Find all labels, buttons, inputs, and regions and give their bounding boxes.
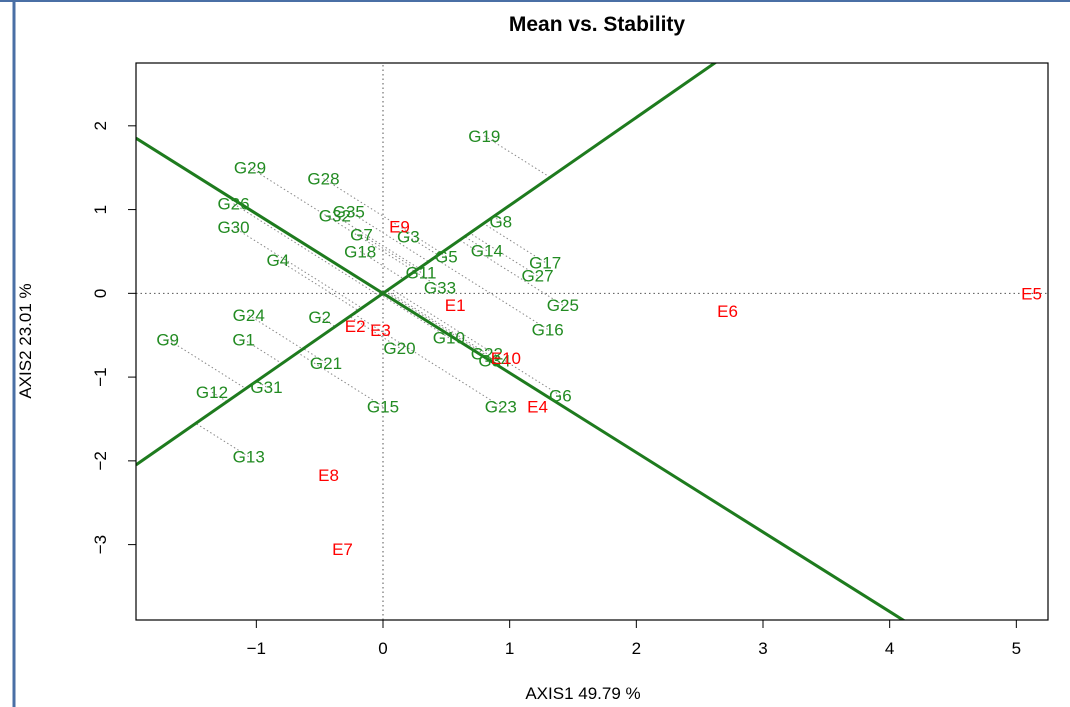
genotype-label-g23: G23 xyxy=(485,397,517,416)
projection-line-g19 xyxy=(484,135,551,178)
y-axis-label: AXIS2 23.01 % xyxy=(16,283,35,398)
genotype-label-g24: G24 xyxy=(233,306,265,325)
projection-line-g2 xyxy=(319,316,336,327)
genotype-label-g34: G34 xyxy=(478,351,510,370)
genotype-label-g29: G29 xyxy=(234,159,266,178)
x-tick-label: 0 xyxy=(378,639,387,658)
genotype-label-g7: G7 xyxy=(350,226,373,245)
aec-axes xyxy=(136,63,906,620)
projection-line-g21 xyxy=(303,348,327,364)
projection-line-g20 xyxy=(349,316,400,349)
projection-line-g26 xyxy=(233,203,380,297)
projection-line-g23 xyxy=(353,313,502,407)
genotype-label-g1: G1 xyxy=(232,330,255,349)
chart-title: Mean vs. Stability xyxy=(509,13,686,36)
genotype-label-g3: G3 xyxy=(397,227,420,246)
environment-label-e9: E9 xyxy=(389,217,410,236)
genotype-label-g21: G21 xyxy=(310,354,342,373)
genotype-label-g14: G14 xyxy=(471,242,503,261)
y-axis-ticks: −3 −2 −1 0 1 2 xyxy=(91,121,137,554)
genotype-label-g19: G19 xyxy=(468,127,500,146)
projection-line-g8 xyxy=(493,216,502,222)
environment-label-e4: E4 xyxy=(527,397,548,416)
y-tick-label: 1 xyxy=(91,205,110,214)
genotype-label-g35: G35 xyxy=(333,202,365,221)
genotype-label-g9: G9 xyxy=(156,330,179,349)
reference-lines xyxy=(136,63,1048,620)
genotype-label-g32: G32 xyxy=(319,206,351,225)
y-tick-label: 2 xyxy=(91,121,110,130)
y-tick-label: −3 xyxy=(91,535,110,554)
genotype-label-g16: G16 xyxy=(532,320,564,339)
genotype-label-g12: G12 xyxy=(196,383,228,402)
environment-label-e3: E3 xyxy=(370,321,391,340)
projection-line-g25 xyxy=(459,239,564,306)
projection-line-g29 xyxy=(249,167,415,272)
stability-axis-line xyxy=(136,136,906,620)
environment-label-e1: E1 xyxy=(445,296,466,315)
projection-line-g10 xyxy=(380,294,450,339)
projection-line-g34 xyxy=(385,291,495,361)
genotype-label-g31: G31 xyxy=(250,378,282,397)
projection-line-g14 xyxy=(464,236,488,252)
x-tick-label: 1 xyxy=(505,639,514,658)
projection-lines xyxy=(167,135,564,458)
x-tick-label: 2 xyxy=(632,639,641,658)
genotype-label-g10: G10 xyxy=(433,329,465,348)
genotype-label-g18: G18 xyxy=(344,242,376,261)
y-tick-label: 0 xyxy=(91,289,110,298)
genotype-label-g8: G8 xyxy=(489,212,512,231)
genotype-label-g33: G33 xyxy=(424,278,456,297)
projection-line-g27 xyxy=(469,232,538,277)
genotype-label-g25: G25 xyxy=(547,296,579,315)
x-tick-label: 4 xyxy=(885,639,894,658)
y-tick-label: −1 xyxy=(91,367,110,386)
genotype-label-g15: G15 xyxy=(367,397,399,416)
projection-line-g32 xyxy=(334,215,420,269)
y-tick-label: −2 xyxy=(91,451,110,470)
projection-line-g28 xyxy=(323,178,442,254)
environment-label-e7: E7 xyxy=(332,540,353,559)
projection-line-g33 xyxy=(414,271,441,288)
mean-axis-line xyxy=(136,63,718,467)
environment-label-e5: E5 xyxy=(1021,284,1042,303)
environment-label-e10: E10 xyxy=(491,349,521,368)
x-tick-label: −1 xyxy=(247,639,266,658)
genotype-label-g28: G28 xyxy=(307,170,339,189)
projection-line-g17 xyxy=(483,223,546,263)
genotype-label-g4: G4 xyxy=(267,251,290,270)
genotype-label-g20: G20 xyxy=(383,339,415,358)
projection-line-g12 xyxy=(211,391,228,403)
environment-label-e2: E2 xyxy=(345,317,366,336)
genotype-label-g5: G5 xyxy=(435,247,458,266)
environment-label-e8: E8 xyxy=(318,466,339,485)
genotype-label-g17: G17 xyxy=(529,253,561,272)
projection-line-g3 xyxy=(408,235,439,256)
genotype-label-g26: G26 xyxy=(217,195,249,214)
x-axis-ticks: −1 0 1 2 3 4 5 xyxy=(247,619,1021,658)
projection-line-g18 xyxy=(359,251,405,280)
projection-line-g9 xyxy=(167,338,247,390)
genotype-label-g11: G11 xyxy=(406,263,437,282)
genotype-label-g6: G6 xyxy=(549,387,572,406)
projection-line-g24 xyxy=(248,314,303,350)
x-tick-label: 5 xyxy=(1012,639,1021,658)
projection-line-g7 xyxy=(361,234,418,271)
genotype-label-g22: G22 xyxy=(471,345,503,364)
projection-line-g6 xyxy=(389,287,561,396)
projection-line-g30 xyxy=(233,226,363,309)
x-axis-label: AXIS1 49.79 % xyxy=(525,684,640,703)
point-labels: G1 G2 G3 G4 G5 G6 G7 G8 G9 G10 G11 G12 G13 G14 G15 G16 G… xyxy=(156,127,1042,559)
environment-label-e6: E6 xyxy=(717,302,738,321)
projection-line-g4 xyxy=(277,259,359,311)
genotype-label-g2: G2 xyxy=(308,308,331,327)
x-tick-label: 3 xyxy=(758,639,767,658)
genotype-label-g27: G27 xyxy=(521,267,553,286)
projection-line-g15 xyxy=(297,352,384,407)
genotype-label-g13: G13 xyxy=(233,448,265,467)
projection-line-g13 xyxy=(195,422,249,458)
genotype-label-g30: G30 xyxy=(217,218,249,237)
